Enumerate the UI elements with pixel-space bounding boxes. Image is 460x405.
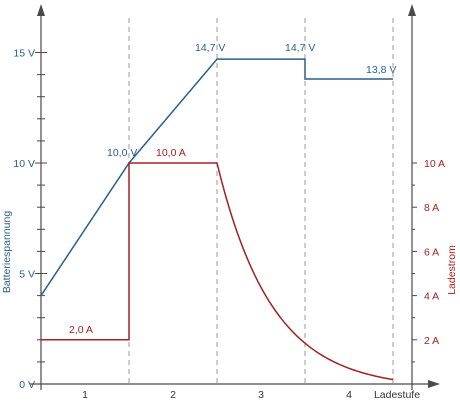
voltage-series-line xyxy=(40,58,393,297)
right-tick-label: 6 A xyxy=(424,246,439,258)
data-label: 14,7 V xyxy=(285,42,315,54)
right-axis-arrow-icon xyxy=(408,4,416,16)
data-label: 14,7 V xyxy=(195,42,225,54)
left-tick-label: 5 V xyxy=(19,269,35,281)
x-axis-arrow-icon xyxy=(428,380,440,388)
stage-dividers xyxy=(128,18,394,384)
left-axis-arrow-icon xyxy=(37,4,45,16)
stage-label: 1 xyxy=(82,389,88,401)
series xyxy=(40,58,394,381)
right-axis-title: Ladestrom xyxy=(446,245,458,295)
current-series-line xyxy=(41,162,394,381)
right-tick-label: 2 A xyxy=(424,335,439,347)
right-tick-label: 8 A xyxy=(424,202,439,214)
right-tick-label: 4 A xyxy=(424,291,439,303)
axes: 0 V 5 V 10 V 15 V 2 A 4 A 6 A 8 A 10 A 1 2 3 4 Ladest… xyxy=(1,4,458,401)
labels: 10,0 V 14,7 V 14,7 V 13,8 V 2,0 A 10,0 A xyxy=(69,42,396,336)
stage-label: 2 xyxy=(170,389,176,401)
data-label: 2,0 A xyxy=(69,324,93,336)
left-tick-label: 15 V xyxy=(13,48,35,60)
left-tick-label: 10 V xyxy=(13,158,35,170)
left-tick-label: 0 V xyxy=(19,379,35,391)
stage-label: 3 xyxy=(258,389,264,401)
data-label: 10,0 V xyxy=(107,147,137,159)
stage-label: 4 xyxy=(346,389,352,401)
right-tick-label: 10 A xyxy=(424,158,445,170)
x-axis-label: Ladestufe xyxy=(374,389,420,401)
data-label: 10,0 A xyxy=(156,147,186,159)
data-label: 13,8 V xyxy=(366,64,396,76)
left-axis-title: Batteriespannung xyxy=(1,211,13,293)
